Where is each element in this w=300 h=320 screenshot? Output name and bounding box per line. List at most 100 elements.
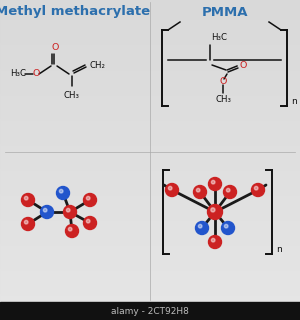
Circle shape (59, 189, 63, 193)
Bar (0, 280, 300, 281)
Bar (0, 203, 300, 204)
Bar (0, 231, 300, 232)
Bar (0, 84, 300, 85)
Bar (0, 33, 300, 34)
Bar (0, 160, 300, 161)
Bar (0, 310, 300, 311)
Bar (0, 18, 300, 19)
Bar (0, 73, 300, 74)
Bar (0, 46, 300, 47)
Bar (0, 44, 300, 45)
Bar (0, 24, 300, 25)
Bar (0, 119, 300, 120)
Bar (0, 190, 300, 191)
Circle shape (196, 221, 208, 235)
Bar (0, 210, 300, 211)
Bar (0, 100, 300, 101)
Bar (0, 188, 300, 189)
Bar (0, 114, 300, 115)
Bar (0, 113, 300, 114)
Bar (0, 313, 300, 314)
Bar (0, 292, 300, 293)
Bar (0, 300, 300, 301)
Bar (0, 194, 300, 195)
Circle shape (66, 208, 70, 212)
Bar (0, 40, 300, 41)
Bar (0, 209, 300, 210)
Bar (0, 260, 300, 261)
Bar (0, 214, 300, 215)
Bar (0, 136, 300, 137)
Bar (0, 171, 300, 172)
Bar (0, 244, 300, 245)
Bar (0, 217, 300, 218)
Bar (0, 126, 300, 127)
Bar (0, 233, 300, 234)
Bar (0, 99, 300, 100)
Bar (0, 167, 300, 168)
Circle shape (24, 220, 28, 224)
Bar (0, 267, 300, 268)
Bar (0, 79, 300, 80)
Bar (0, 105, 300, 106)
Bar (0, 67, 300, 68)
Circle shape (44, 208, 47, 212)
Circle shape (68, 227, 72, 231)
Bar (0, 229, 300, 230)
Bar (0, 198, 300, 199)
Text: O: O (239, 61, 247, 70)
Bar (0, 164, 300, 165)
Circle shape (40, 205, 53, 219)
Bar (0, 56, 300, 57)
Bar (0, 142, 300, 143)
Bar (0, 240, 300, 241)
Bar (0, 215, 300, 216)
Bar (0, 181, 300, 182)
Bar (0, 246, 300, 247)
Bar (0, 284, 300, 285)
Bar (0, 29, 300, 30)
Bar (0, 17, 300, 18)
Bar (0, 54, 300, 55)
Bar (0, 279, 300, 280)
Bar (0, 282, 300, 283)
Bar (0, 3, 300, 4)
Bar (0, 239, 300, 240)
Bar (0, 225, 300, 226)
Bar (0, 151, 300, 152)
Circle shape (254, 186, 258, 190)
Bar (0, 66, 300, 67)
Text: H₃C: H₃C (10, 69, 26, 78)
Bar (0, 248, 300, 249)
Bar (0, 304, 300, 305)
Bar (0, 31, 300, 32)
Bar (0, 48, 300, 49)
Bar (0, 177, 300, 178)
Bar (0, 237, 300, 238)
Bar (0, 90, 300, 91)
Bar (0, 96, 300, 97)
Text: alamy - 2CT92H8: alamy - 2CT92H8 (111, 307, 189, 316)
Bar (0, 19, 300, 20)
Bar (0, 170, 300, 171)
Bar (0, 115, 300, 116)
Bar (0, 8, 300, 9)
Bar (0, 186, 300, 187)
Bar (0, 307, 300, 308)
Bar (0, 37, 300, 38)
Circle shape (212, 180, 215, 184)
Bar (0, 153, 300, 154)
Bar (0, 121, 300, 122)
Text: PMMA: PMMA (202, 5, 248, 19)
Bar (0, 218, 300, 219)
Circle shape (221, 221, 235, 235)
Bar (0, 65, 300, 66)
Bar (0, 154, 300, 155)
Bar (0, 253, 300, 254)
Bar (0, 291, 300, 292)
Text: CH₃: CH₃ (215, 95, 231, 105)
Bar (0, 127, 300, 128)
Bar (0, 26, 300, 27)
Circle shape (226, 188, 230, 192)
Bar (0, 228, 300, 229)
